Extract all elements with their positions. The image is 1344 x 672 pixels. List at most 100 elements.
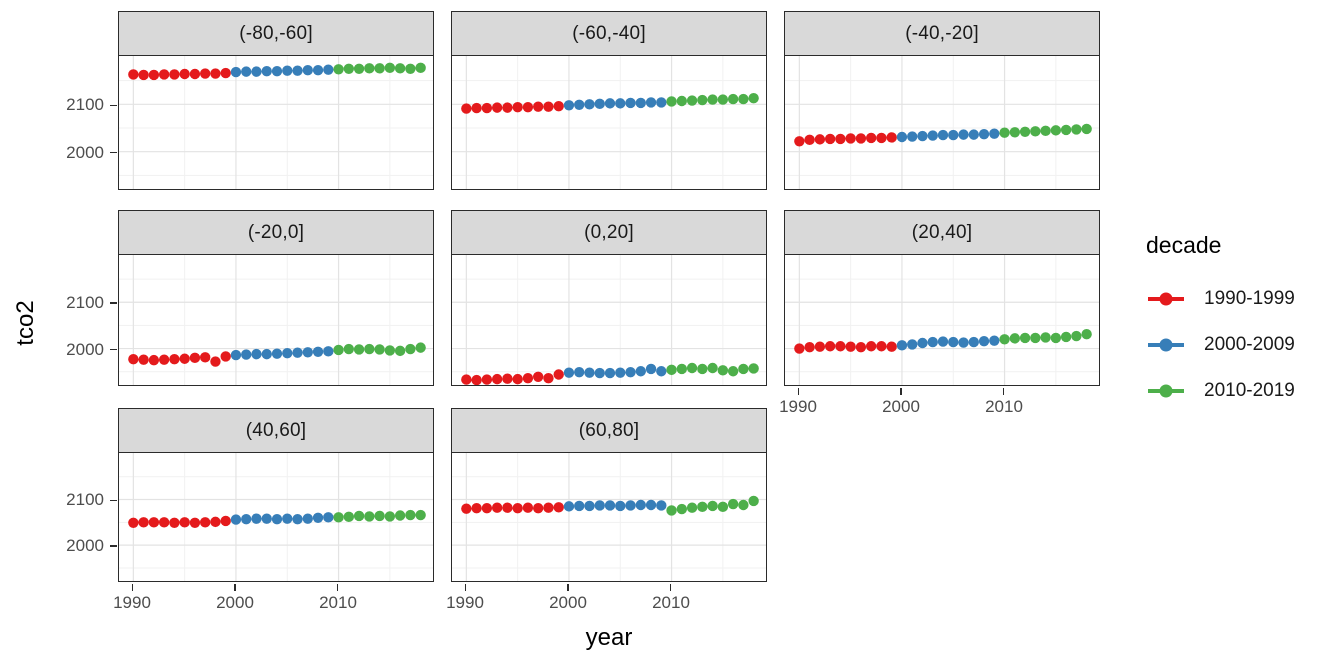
data-point (845, 341, 856, 353)
data-point (968, 337, 979, 348)
data-point (727, 94, 739, 105)
data-point (999, 127, 1010, 139)
data-point (230, 514, 242, 526)
data-point (261, 513, 272, 525)
data-point (676, 96, 688, 107)
data-point (481, 503, 493, 514)
data-point (502, 373, 513, 385)
data-point (292, 65, 303, 77)
data-point (927, 130, 938, 142)
legend-entry-2010-2019: 2010-2019 (1146, 378, 1295, 404)
axis-tick-mark (110, 348, 117, 351)
facet-plot-area (451, 452, 767, 583)
data-point (1040, 332, 1051, 344)
axis-tick-mark (131, 584, 134, 591)
data-point (512, 374, 523, 385)
data-point (604, 368, 616, 379)
data-point (271, 348, 283, 360)
facet-strip-label: (0,20] (451, 210, 767, 256)
data-point (917, 338, 928, 349)
data-point (189, 69, 201, 80)
data-point (471, 375, 482, 386)
data-point (999, 334, 1010, 345)
data-point (251, 513, 262, 525)
data-point (1009, 333, 1021, 344)
data-point (1019, 333, 1031, 344)
data-point (543, 101, 554, 113)
data-point (604, 500, 616, 512)
data-point (824, 134, 836, 145)
data-point (261, 66, 272, 77)
data-point (676, 364, 688, 375)
data-point (584, 99, 595, 110)
data-point (271, 66, 283, 77)
legend-key-line-point-icon (1148, 292, 1184, 306)
data-point (1060, 125, 1072, 136)
x-tick-label: 1990 (779, 397, 817, 416)
data-point (686, 95, 698, 107)
data-point (199, 517, 211, 528)
data-point (364, 511, 375, 523)
facet-plot-area (451, 55, 767, 191)
data-point (615, 501, 626, 512)
y-tick-label: 2100 (66, 95, 104, 114)
data-point (635, 366, 646, 377)
data-point (814, 134, 826, 145)
data-point (989, 335, 1000, 347)
data-point (584, 367, 595, 379)
data-point (220, 516, 231, 527)
x-axis-title: year (585, 624, 633, 651)
data-point (645, 97, 657, 109)
data-point (707, 501, 718, 512)
data-point (481, 374, 493, 386)
x-tick-label: 2010 (985, 397, 1023, 416)
data-point (927, 337, 938, 348)
data-point (210, 68, 221, 80)
data-point (199, 352, 211, 363)
data-point (158, 354, 170, 366)
x-tick-label: 2000 (549, 593, 587, 612)
data-point (1030, 126, 1041, 137)
data-point (666, 365, 677, 376)
axis-tick-mark (900, 388, 902, 395)
data-point (574, 99, 585, 111)
data-point (794, 343, 805, 355)
data-point (461, 103, 472, 115)
facet-strip-label: (40,60] (118, 408, 434, 454)
data-point (230, 67, 242, 78)
data-point (261, 349, 272, 360)
data-point (532, 101, 544, 113)
data-point (686, 502, 698, 514)
data-point (415, 342, 426, 354)
data-point (241, 66, 252, 78)
data-point (522, 102, 534, 113)
axis-tick-mark (110, 499, 117, 502)
data-point (302, 513, 313, 525)
data-point (512, 102, 523, 113)
data-point (353, 63, 365, 75)
facet-strip-label: (20,40] (784, 210, 1100, 256)
data-point (645, 364, 657, 375)
facet-plot-area (784, 254, 1100, 387)
data-point (717, 94, 729, 106)
data-point (666, 96, 677, 108)
data-point (128, 69, 139, 81)
data-point (148, 517, 160, 528)
legend-entry-1990-1999: 1990-1999 (1146, 286, 1295, 312)
data-point (491, 502, 503, 514)
facet-plot-area (784, 55, 1100, 191)
data-point (374, 511, 385, 522)
data-point (615, 98, 626, 109)
data-point (169, 69, 180, 81)
legend: decade 1990-1999 2000-2009 2010-2019 (1146, 224, 1344, 434)
data-point (958, 129, 969, 141)
data-point (343, 344, 355, 355)
x-tick-label: 1990 (446, 593, 484, 612)
data-point (656, 97, 667, 109)
data-point (189, 353, 201, 364)
facet-panel-60-80: (60,80] (451, 408, 767, 583)
data-point (405, 344, 416, 355)
data-point (323, 346, 334, 357)
data-point (738, 500, 749, 511)
data-point (128, 517, 139, 529)
